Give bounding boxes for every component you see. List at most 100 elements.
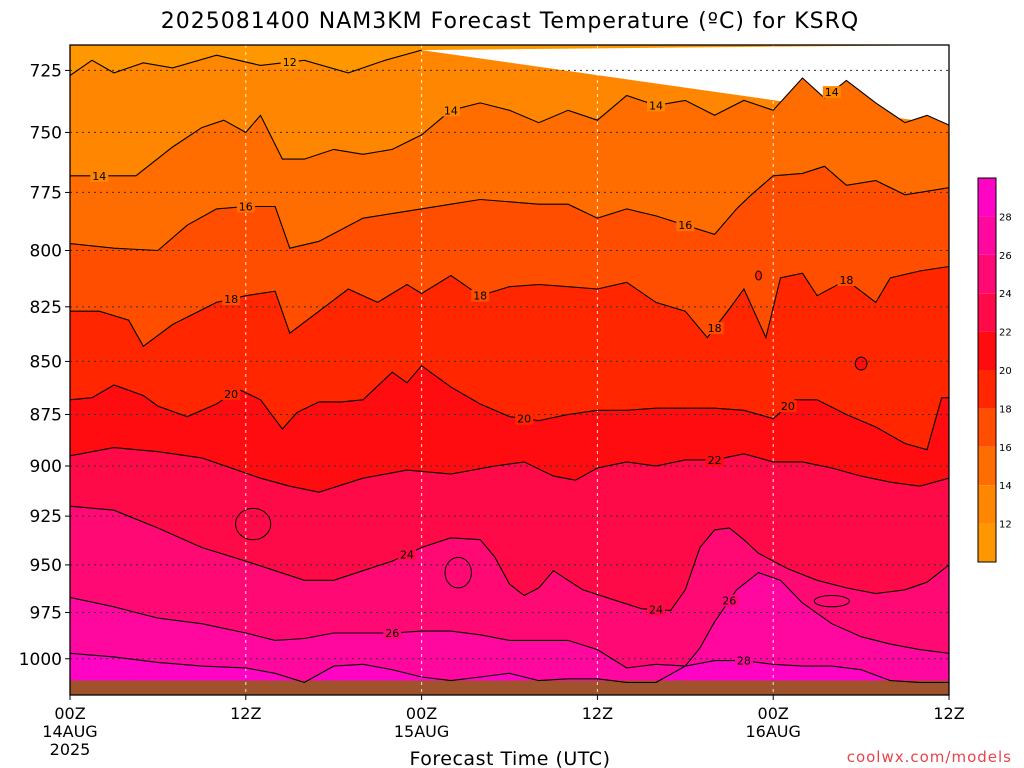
colorbar-label: 24 (999, 289, 1012, 300)
isotherm-label-bg (705, 322, 724, 335)
colorbar-segment (978, 485, 996, 524)
colorbar-segment (978, 216, 996, 255)
temp-band-1 (70, 50, 949, 176)
isotherm-label-12: 12 (283, 56, 297, 69)
colorbar-label: 12 (999, 520, 1012, 531)
colorbar: 12 14 16 18 20 22 24 26 28 (977, 177, 1012, 563)
isotherm-label-bg (280, 55, 299, 68)
x-tick-date: 14AUG (42, 722, 97, 741)
isotherm-label-20: 20 (224, 388, 238, 401)
isotherm-label-bg (720, 594, 739, 607)
isotherm-label-16: 16 (678, 219, 692, 232)
colorbar-frame (977, 177, 997, 563)
temp-band-3 (70, 166, 949, 347)
isotherm-label-bg (822, 86, 841, 99)
y-tick-label: 950 (30, 556, 62, 576)
colorbar-label: 28 (999, 212, 1012, 223)
isotherm-24 (70, 505, 949, 612)
colorbar-label: 16 (999, 443, 1012, 454)
isotherm-label-bg (734, 654, 753, 667)
colorbar-segment (978, 293, 996, 332)
closed-contour-4 (755, 270, 762, 281)
credit-text: coolwx.com/models (847, 748, 1012, 766)
colorbar-label: 20 (999, 366, 1012, 377)
colorbar-segment (978, 254, 996, 294)
isotherm-label-bg (647, 99, 665, 112)
x-tick-label: 00Z (406, 704, 437, 723)
isotherm-label-14: 14 (92, 170, 106, 183)
x-axis-label: Forecast Time (UTC) (410, 748, 611, 768)
colorbar-segment (978, 523, 996, 562)
isotherm-label-26: 26 (385, 627, 399, 640)
temp-band-7 (70, 506, 949, 668)
isotherm-label-bg (515, 412, 534, 425)
temp-band-6 (70, 447, 949, 611)
y-tick-label: 900 (30, 457, 62, 477)
y-tick-label: 850 (30, 352, 62, 372)
isotherm-label-26: 26 (722, 595, 736, 608)
isotherm-label-bg (222, 388, 241, 401)
x-tick-label: 12Z (933, 704, 964, 723)
temp-band-2 (70, 78, 949, 251)
y-tick-label: 1000 (19, 650, 62, 670)
isotherm-label-bg (471, 289, 490, 302)
isotherm-20 (70, 364, 949, 451)
isotherm-28 (70, 652, 949, 683)
closed-contour-2 (813, 595, 850, 608)
colorbar-segment (978, 178, 996, 217)
isotherm-26 (70, 571, 949, 669)
ground-layer (70, 680, 949, 695)
isotherm-12 (70, 49, 422, 76)
isotherm-label-bg (397, 548, 416, 561)
colorbar-segment (978, 446, 996, 486)
isotherm-label-bg (647, 603, 665, 616)
plot-frame (69, 44, 950, 696)
isotherm-label-24: 24 (649, 604, 663, 617)
isotherm-label-14: 14 (444, 104, 458, 117)
y-tick-label: 750 (30, 123, 62, 143)
colorbar-label: 18 (999, 404, 1012, 415)
isotherm-14 (70, 77, 949, 177)
colorbar-label: 14 (999, 481, 1012, 492)
x-tick-label: 00Z (758, 704, 789, 723)
isotherm-label-bg (837, 274, 856, 287)
y-tick-label: 925 (30, 507, 62, 527)
y-tick-label: 975 (30, 603, 62, 623)
y-tick-label: 800 (30, 242, 62, 262)
y-tick-label: 725 (30, 61, 62, 81)
isotherm-label-bg (222, 293, 241, 306)
temperature-fill (70, 45, 949, 695)
isotherm-label-20: 20 (781, 400, 795, 413)
colorbar-segment (978, 408, 996, 447)
x-tick-label: 12Z (230, 704, 261, 723)
x-tick-year: 2025 (50, 740, 91, 759)
x-tick-label: 00Z (54, 704, 85, 723)
isotherm-contours (70, 49, 949, 683)
colorbar-segment (978, 331, 996, 370)
closed-contour-3 (854, 356, 868, 371)
y-tick-label: 875 (30, 405, 62, 425)
isotherm-label-bg (676, 219, 695, 232)
x-tick-date: 16AUG (745, 722, 800, 741)
isotherm-label-18: 18 (224, 293, 238, 306)
temp-band-0 (70, 45, 949, 76)
isotherm-label-16: 16 (239, 201, 253, 214)
x-tick-label: 12Z (582, 704, 613, 723)
y-tick-label: 825 (30, 298, 62, 318)
isotherm-label-bg (90, 169, 109, 182)
isotherm-label-20: 20 (517, 413, 531, 426)
colorbar-label: 22 (999, 328, 1012, 339)
isotherm-labels: 12 14 14 14 14 16 16 18 18 18 18 20 20 20 22 24 24 26 26 28 (90, 55, 856, 668)
grid-lines (70, 45, 949, 695)
y-tick-label: 775 (30, 183, 62, 203)
isotherm-label-22: 22 (708, 454, 722, 467)
isotherm-label-18: 18 (708, 322, 722, 335)
isotherm-label-18: 18 (839, 274, 853, 287)
isotherm-label-bg (705, 453, 724, 466)
isotherm-label-bg (383, 626, 402, 639)
isotherm-label-bg (236, 200, 255, 213)
ground (70, 680, 949, 695)
chart-title: 2025081400 NAM3KM Forecast Temperature (… (161, 9, 859, 34)
